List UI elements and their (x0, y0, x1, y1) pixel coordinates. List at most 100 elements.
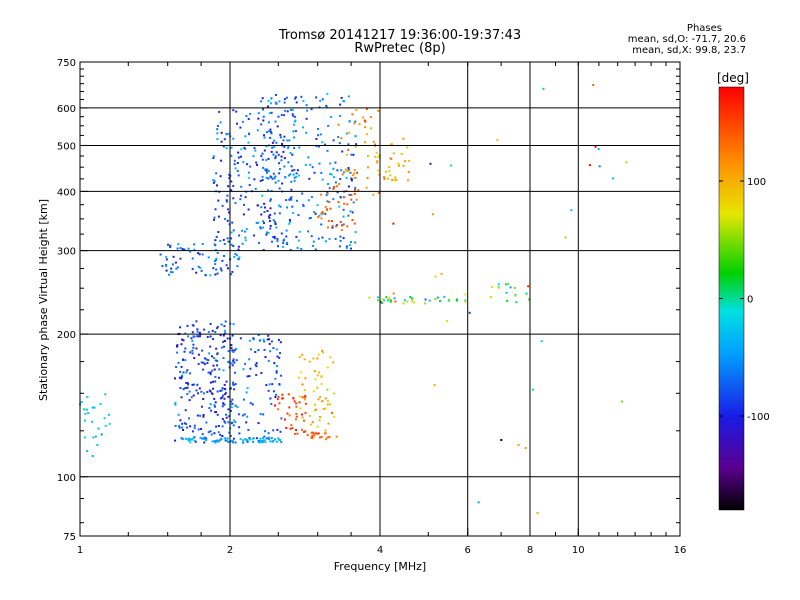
data-point (324, 438, 327, 441)
data-point (216, 184, 218, 187)
data-point (236, 122, 238, 125)
data-point (240, 185, 243, 188)
data-point (277, 437, 280, 440)
data-point (217, 215, 220, 218)
data-point (203, 392, 205, 395)
data-point (370, 127, 373, 130)
data-point (349, 241, 352, 243)
data-point (257, 112, 260, 115)
data-point (336, 185, 339, 188)
data-point (108, 422, 111, 425)
data-point (233, 159, 236, 162)
data-point (339, 103, 342, 106)
data-point (321, 212, 324, 215)
data-point (214, 375, 217, 378)
data-point (311, 437, 314, 440)
data-point (181, 437, 184, 440)
data-point (232, 351, 235, 353)
data-point (348, 120, 351, 123)
data-point (186, 369, 189, 372)
data-point (265, 176, 268, 179)
data-point (317, 353, 320, 356)
data-point (274, 94, 277, 96)
data-point (280, 159, 283, 162)
data-point (224, 218, 226, 220)
data-point (280, 441, 283, 444)
data-point (230, 273, 233, 276)
data-point (536, 511, 539, 514)
data-point (356, 171, 359, 174)
data-point (337, 201, 340, 204)
data-point (257, 441, 260, 444)
data-point (314, 248, 317, 251)
data-point (347, 168, 350, 171)
data-point (222, 340, 225, 343)
data-point (464, 299, 467, 302)
data-point (293, 176, 296, 179)
x-tick-label: 10 (572, 545, 585, 556)
data-point (216, 325, 219, 328)
data-point (317, 128, 319, 130)
data-point (255, 362, 258, 364)
data-point (311, 434, 314, 437)
data-point (217, 431, 220, 434)
data-point (176, 266, 179, 269)
y-axis: 75 100 200 300 400 500 600 750 (57, 58, 680, 543)
data-point (186, 393, 189, 395)
data-point (272, 219, 275, 222)
data-point (212, 267, 215, 270)
data-point (227, 240, 230, 243)
data-point (234, 421, 237, 423)
data-point (184, 409, 187, 412)
data-point (263, 149, 266, 152)
data-point (598, 165, 601, 168)
data-point (104, 393, 107, 396)
data-point (267, 334, 270, 337)
data-point (263, 136, 266, 139)
data-point (213, 432, 216, 435)
data-point (84, 412, 87, 415)
data-point (297, 214, 300, 217)
data-point (216, 364, 219, 367)
data-point (209, 322, 212, 325)
data-point (395, 178, 398, 181)
data-point (214, 441, 217, 444)
data-point (490, 285, 493, 288)
data-point (284, 176, 287, 179)
data-point (259, 339, 262, 342)
data-point (215, 347, 218, 350)
data-point (168, 273, 171, 276)
data-point (272, 153, 275, 156)
data-point (196, 383, 199, 386)
data-point (192, 437, 195, 440)
data-point (332, 186, 335, 189)
data-point (178, 376, 181, 379)
data-point (221, 396, 224, 399)
data-point (364, 126, 367, 129)
data-point (329, 173, 332, 175)
data-point (193, 439, 196, 442)
data-point (303, 358, 306, 361)
data-point (564, 236, 567, 239)
data-point (205, 421, 208, 424)
data-point (280, 113, 283, 116)
data-point (188, 417, 190, 420)
data-point (477, 501, 480, 504)
data-point (216, 327, 219, 330)
data-point (258, 242, 260, 244)
data-point (407, 179, 409, 182)
data-point (315, 96, 318, 99)
data-point (226, 237, 229, 240)
data-point (391, 178, 394, 181)
data-point (327, 183, 329, 185)
data-point (308, 177, 311, 180)
data-point (324, 240, 327, 243)
data-point (290, 198, 293, 201)
data-point (103, 417, 106, 420)
data-point (353, 192, 356, 195)
data-point (277, 395, 280, 398)
data-point (224, 421, 227, 424)
data-point (239, 438, 242, 441)
data-point (377, 109, 380, 112)
data-point (355, 198, 358, 201)
